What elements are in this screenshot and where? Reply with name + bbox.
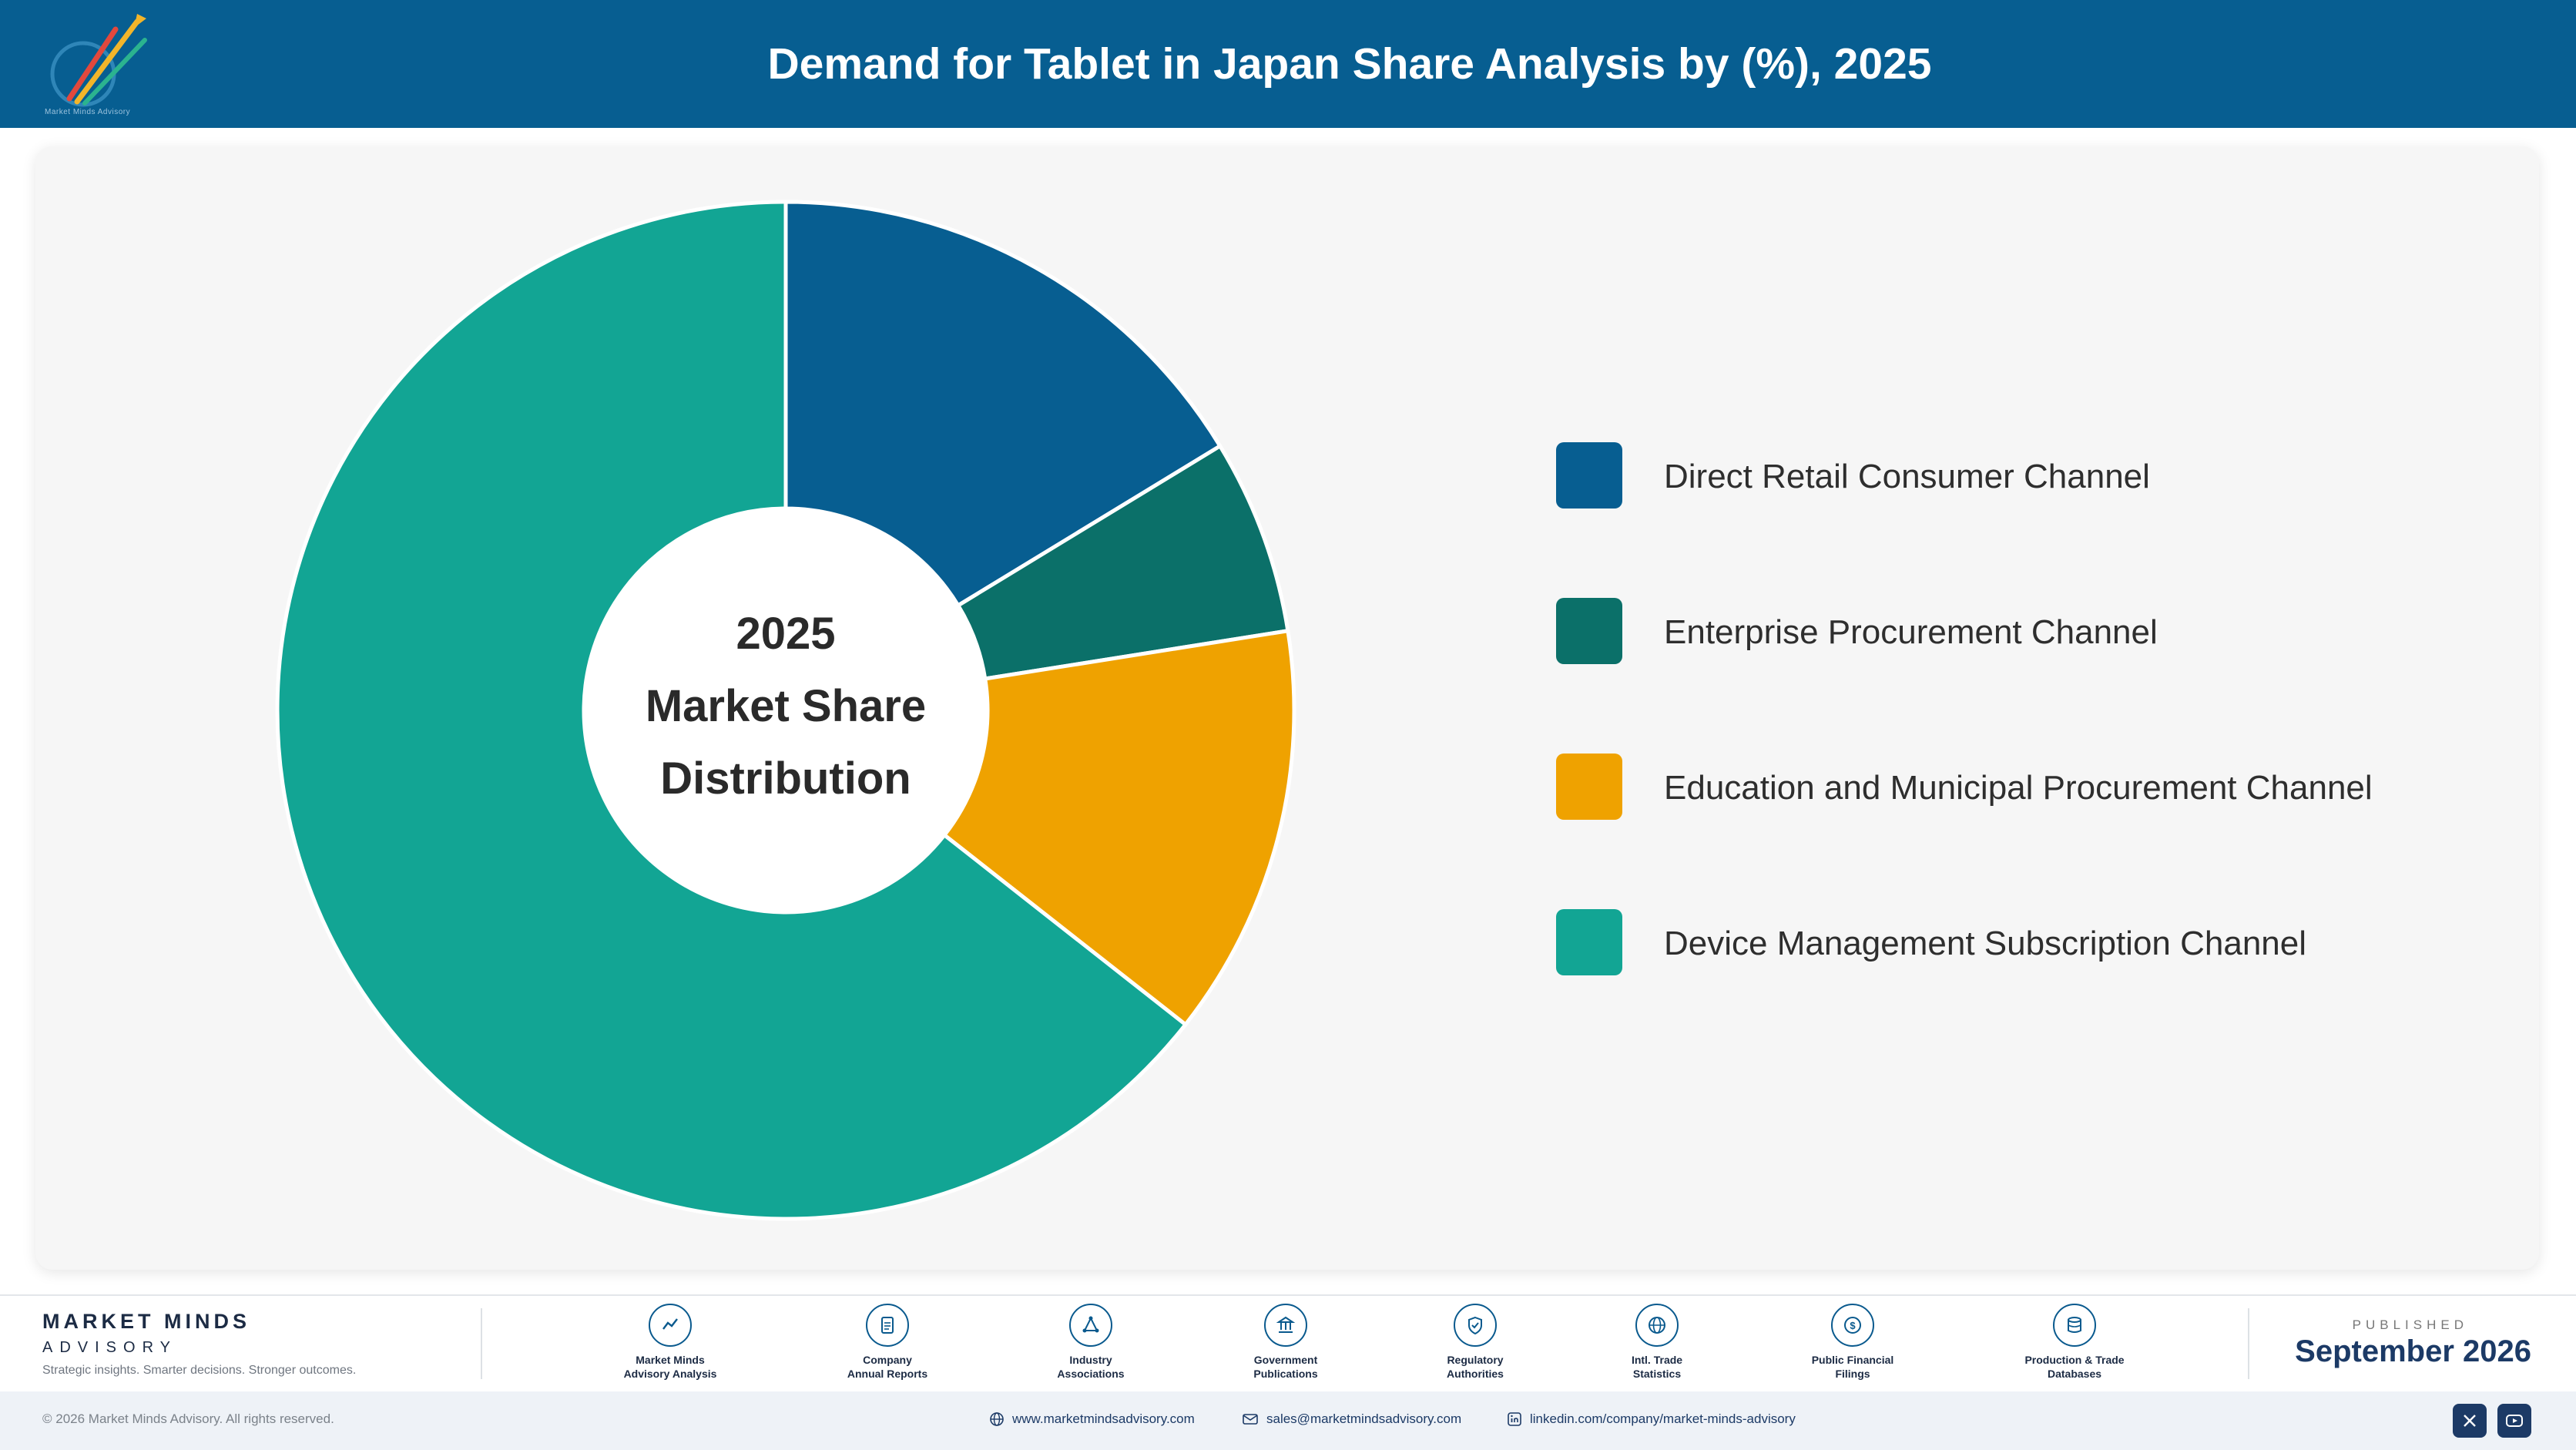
- company-logo-icon: [50, 14, 147, 107]
- source-label: Regulatory Authorities: [1447, 1354, 1504, 1380]
- page-title: Demand for Tablet in Japan Share Analysi…: [767, 39, 1932, 89]
- linkedin-link[interactable]: linkedin.com/company/market-minds-adviso…: [1507, 1411, 1796, 1427]
- chart-card: 2025 Market Share Distribution Direct Reta…: [35, 146, 2539, 1270]
- globe-icon: [990, 1412, 1004, 1426]
- legend-label: Enterprise Procurement Channel: [1664, 613, 2158, 651]
- legend-swatch: [1556, 598, 1622, 664]
- source-item: Intl. Trade Statistics: [1565, 1304, 1749, 1381]
- x-social-button[interactable]: [2453, 1404, 2487, 1438]
- legend-item: Enterprise Procurement Channel: [1556, 598, 2480, 667]
- shield-icon: [1454, 1304, 1497, 1347]
- legend-item: Education and Municipal Procurement Chan…: [1556, 754, 2480, 823]
- globe-icon: [1635, 1304, 1679, 1347]
- youtube-icon: [2506, 1415, 2523, 1427]
- brand-tagline: Strategic insights. Smarter decisions. S…: [42, 1364, 357, 1377]
- source-label: Production & Trade Databases: [2024, 1354, 2125, 1380]
- center-label-line-2: Market Share: [646, 681, 926, 731]
- linkedin-icon: [1508, 1412, 1521, 1426]
- email-text: sales@marketmindsadvisory.com: [1266, 1411, 1462, 1426]
- building-icon: [1264, 1304, 1307, 1347]
- donut-chart: 2025 Market Share Distribution: [275, 200, 1296, 1221]
- website-text: www.marketmindsadvisory.com: [1012, 1411, 1195, 1426]
- published-label: PUBLISHED: [2352, 1317, 2468, 1332]
- copyright-text: © 2026 Market Minds Advisory. All rights…: [42, 1411, 334, 1426]
- legend-label: Education and Municipal Procurement Chan…: [1664, 769, 2373, 807]
- linkedin-text: linkedin.com/company/market-minds-adviso…: [1530, 1411, 1796, 1426]
- youtube-social-button[interactable]: [2497, 1404, 2531, 1438]
- source-label: Industry Associations: [1057, 1354, 1125, 1380]
- network-icon: [1069, 1304, 1112, 1347]
- footer-sources-bar: MARKET MINDS ADVISORY Strategic insights…: [0, 1294, 2576, 1390]
- legend-label: Device Management Subscription Channel: [1664, 925, 2307, 962]
- center-label-line-3: Distribution: [660, 754, 911, 804]
- source-label: Company Annual Reports: [847, 1354, 928, 1380]
- trend-chart-icon: [649, 1304, 692, 1347]
- svg-text:$: $: [1850, 1320, 1856, 1331]
- header-bar: Market Minds Advisory Demand for Tablet …: [0, 0, 2576, 128]
- source-label: Public Financial Filings: [1811, 1354, 1894, 1380]
- source-item: $ Public Financial Filings: [1760, 1304, 1945, 1381]
- email-link[interactable]: sales@marketmindsadvisory.com: [1242, 1411, 1461, 1427]
- source-item: Industry Associations: [998, 1304, 1183, 1381]
- source-item: Regulatory Authorities: [1383, 1304, 1568, 1381]
- legend-item: Device Management Subscription Channel: [1556, 909, 2480, 978]
- source-label: Intl. Trade Statistics: [1631, 1354, 1683, 1380]
- donut-center: [584, 509, 988, 912]
- logo-caption: Market Minds Advisory: [45, 108, 131, 116]
- brand-subtitle: ADVISORY: [42, 1339, 177, 1356]
- source-item: Company Annual Reports: [795, 1304, 980, 1381]
- divider: [481, 1308, 482, 1379]
- center-label-line-1: 2025: [736, 609, 835, 659]
- brand-name: MARKET MINDS: [42, 1310, 250, 1333]
- database-icon: [2053, 1304, 2096, 1347]
- legend-swatch: [1556, 909, 1622, 975]
- website-link[interactable]: www.marketmindsadvisory.com: [989, 1411, 1195, 1427]
- x-logo-icon: [2464, 1415, 2476, 1427]
- coin-icon: $: [1831, 1304, 1874, 1347]
- legend-item: Direct Retail Consumer Channel: [1556, 442, 2480, 512]
- divider: [2248, 1308, 2249, 1379]
- footer-contact-bar: © 2026 Market Minds Advisory. All rights…: [0, 1391, 2576, 1450]
- source-item: Market Minds Advisory Analysis: [578, 1304, 763, 1381]
- source-label: Government Publications: [1253, 1354, 1318, 1380]
- source-label: Market Minds Advisory Analysis: [623, 1354, 717, 1380]
- source-item: Production & Trade Databases: [1982, 1304, 2167, 1381]
- published-date: September 2026: [2295, 1334, 2531, 1368]
- legend-label: Direct Retail Consumer Channel: [1664, 458, 2150, 495]
- source-item: Government Publications: [1193, 1304, 1378, 1381]
- legend-swatch: [1556, 442, 1622, 509]
- legend-swatch: [1556, 754, 1622, 820]
- mail-icon: [1243, 1414, 1258, 1425]
- document-icon: [866, 1304, 909, 1347]
